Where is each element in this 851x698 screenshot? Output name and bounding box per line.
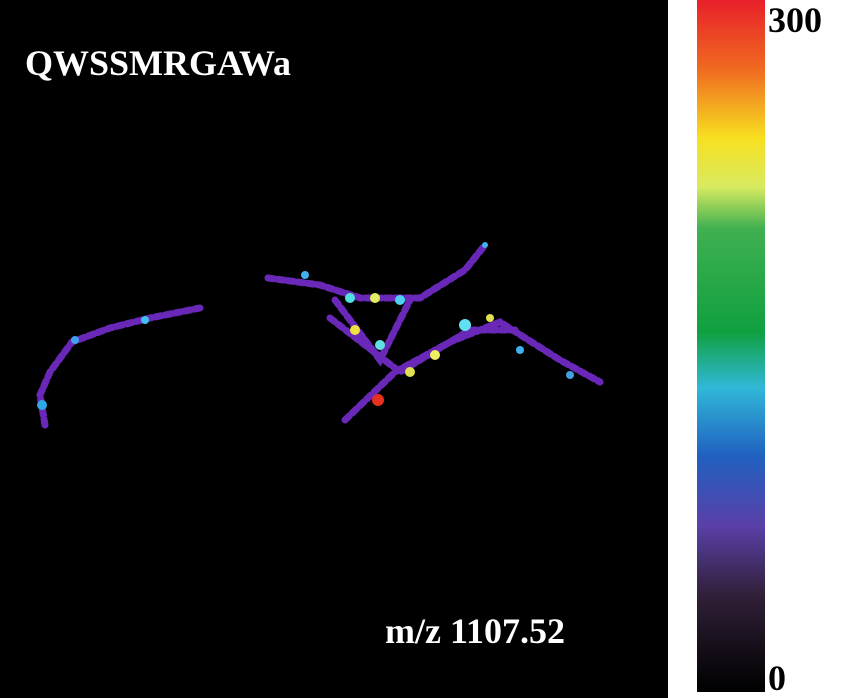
hotspot bbox=[141, 316, 149, 324]
hotspot bbox=[430, 350, 440, 360]
trace-top bbox=[264, 241, 489, 302]
hotspot bbox=[71, 336, 79, 344]
image-panel bbox=[0, 0, 668, 698]
signal-trace bbox=[36, 241, 604, 429]
hotspot bbox=[375, 340, 385, 350]
mz-annotation: m/z 1107.52 bbox=[385, 611, 565, 651]
hotspot bbox=[459, 319, 471, 331]
hotspot bbox=[482, 242, 488, 248]
colorbar bbox=[697, 0, 765, 692]
hotspot bbox=[37, 400, 47, 410]
colorbar-max-label: 300 bbox=[768, 0, 822, 40]
hotspot bbox=[516, 346, 524, 354]
hotspot bbox=[405, 367, 415, 377]
hotspot bbox=[395, 295, 405, 305]
hotspot bbox=[350, 325, 360, 335]
hotspot bbox=[345, 293, 355, 303]
hotspots bbox=[37, 242, 574, 410]
hotspot bbox=[566, 371, 574, 379]
colorbar-min-label: 0 bbox=[768, 658, 786, 698]
image-title: QWSSMRGAWa bbox=[25, 43, 291, 83]
hotspot bbox=[486, 314, 494, 322]
hotspot bbox=[301, 271, 309, 279]
hotspot bbox=[370, 293, 380, 303]
hotspot bbox=[372, 394, 384, 406]
